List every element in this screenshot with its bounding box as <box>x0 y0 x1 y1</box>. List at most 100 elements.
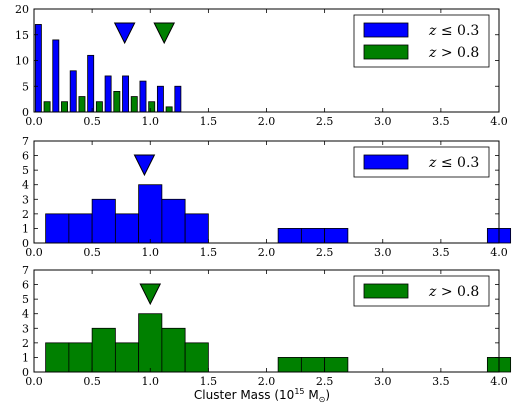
panel-middle: 0.0 0.5 1.0 1.5 2.0 2.5 3.0 3.5 4.0 0 12 34 56 7 z ≤ 0… <box>22 135 512 259</box>
marker-triangle <box>113 22 136 45</box>
bar <box>68 213 93 244</box>
bar <box>91 198 116 244</box>
y-tick-label: 5 <box>22 164 29 177</box>
x-tick-label: 1.5 <box>200 246 218 259</box>
bar <box>91 327 116 373</box>
x-tick-label: 1.5 <box>200 115 218 128</box>
marker-triangle <box>133 154 156 177</box>
legend-label: z > 0.8 <box>428 284 479 300</box>
bar <box>324 228 349 244</box>
marker-triangle <box>139 283 162 306</box>
bar <box>277 357 302 373</box>
bar <box>324 357 349 373</box>
bar <box>174 85 182 113</box>
bar <box>114 213 140 244</box>
x-tick-label: 2.0 <box>258 246 276 259</box>
bar <box>184 342 209 373</box>
x-tick-label: 0.5 <box>83 115 101 128</box>
bar <box>87 54 95 113</box>
y-tick-label: 1 <box>22 351 29 364</box>
bar <box>161 327 186 373</box>
panel-bottom: 0.0 0.5 1.0 1.5 2.0 2.5 3.0 3.5 4.0 0 12 34 56 7 z > 0… <box>22 264 512 388</box>
bar <box>300 228 326 244</box>
x-tick-label: 3.0 <box>374 375 392 388</box>
y-tick-label: 1 <box>22 222 29 235</box>
x-tick-label: 2.5 <box>316 375 334 388</box>
x-tick-label: 2.5 <box>316 246 334 259</box>
y-tick-label: 20 <box>15 3 29 16</box>
bar <box>161 198 186 244</box>
y-tick-label: 7 <box>22 264 29 277</box>
x-tick-label: 0.5 <box>83 375 101 388</box>
bar <box>138 313 163 373</box>
bar <box>61 101 68 113</box>
bar <box>130 96 138 113</box>
x-tick-label: 4.0 <box>490 115 508 128</box>
y-tick-label: 4 <box>22 308 29 321</box>
marker-triangle <box>153 22 176 45</box>
y-tick-label: 0 <box>22 106 29 119</box>
y-tick-label: 2 <box>22 337 29 350</box>
bar <box>78 96 86 113</box>
bar <box>68 342 93 373</box>
x-tick-label: 0.0 <box>25 115 43 128</box>
y-tick-label: 2 <box>22 208 29 221</box>
x-tick-label: 1.5 <box>200 375 218 388</box>
y-tick-label: 0 <box>22 237 29 250</box>
legend-swatch <box>363 154 409 170</box>
x-tick-label: 0.0 <box>25 375 43 388</box>
bar <box>165 106 173 113</box>
y-tick-label: 5 <box>22 293 29 306</box>
bar <box>95 101 103 113</box>
x-tick-label: 4.0 <box>490 375 508 388</box>
y-tick-label: 3 <box>22 322 29 335</box>
bar <box>156 85 164 113</box>
legend-label: z > 0.8 <box>428 45 479 61</box>
x-axis-label: Cluster Mass (1015 M⊙) <box>194 387 330 404</box>
y-tick-label: 4 <box>22 179 29 192</box>
y-tick-label: 6 <box>22 150 29 163</box>
legend-swatch <box>363 283 409 299</box>
bar <box>138 184 163 244</box>
x-tick-label: 1.0 <box>142 246 160 259</box>
x-tick-label: 1.0 <box>142 115 160 128</box>
legend-label: z ≤ 0.3 <box>428 155 479 171</box>
bar <box>45 342 70 373</box>
bar <box>43 101 51 113</box>
bar <box>122 75 129 113</box>
bar <box>184 213 209 244</box>
bar <box>114 342 140 373</box>
bar <box>148 101 156 113</box>
y-tick-label: 7 <box>22 135 29 148</box>
x-tick-label: 3.0 <box>374 246 392 259</box>
bar <box>277 228 302 244</box>
x-tick-label: 4.0 <box>490 246 508 259</box>
legend-swatch <box>363 22 409 38</box>
y-tick-label: 3 <box>22 193 29 206</box>
x-tick-label: 2.5 <box>316 115 334 128</box>
y-tick-label: 10 <box>15 55 29 68</box>
bar <box>139 80 147 113</box>
x-tick-label: 3.0 <box>374 115 392 128</box>
bar <box>34 24 42 113</box>
x-tick-label: 0.0 <box>25 246 43 259</box>
y-tick-label: 5 <box>22 80 29 93</box>
x-tick-label: 3.5 <box>432 246 450 259</box>
x-tick-label: 2.0 <box>258 375 276 388</box>
y-tick-label: 0 <box>22 366 29 379</box>
bar <box>113 91 121 113</box>
y-tick-label: 6 <box>22 279 29 292</box>
bar <box>300 357 326 373</box>
x-tick-label: 1.0 <box>142 375 160 388</box>
bar <box>104 75 112 113</box>
x-tick-label: 2.0 <box>258 115 276 128</box>
legend-label: z ≤ 0.3 <box>428 23 479 39</box>
x-tick-label: 3.5 <box>432 375 450 388</box>
x-tick-label: 3.5 <box>432 115 450 128</box>
x-tick-label: 0.5 <box>83 246 101 259</box>
legend-swatch <box>363 44 409 60</box>
panel-top: 0.0 0.5 1.0 1.5 2.0 2.5 3.0 3.5 4.0 0 5 10 15 20 z ≤ 0… <box>15 3 508 128</box>
bar <box>45 213 70 244</box>
